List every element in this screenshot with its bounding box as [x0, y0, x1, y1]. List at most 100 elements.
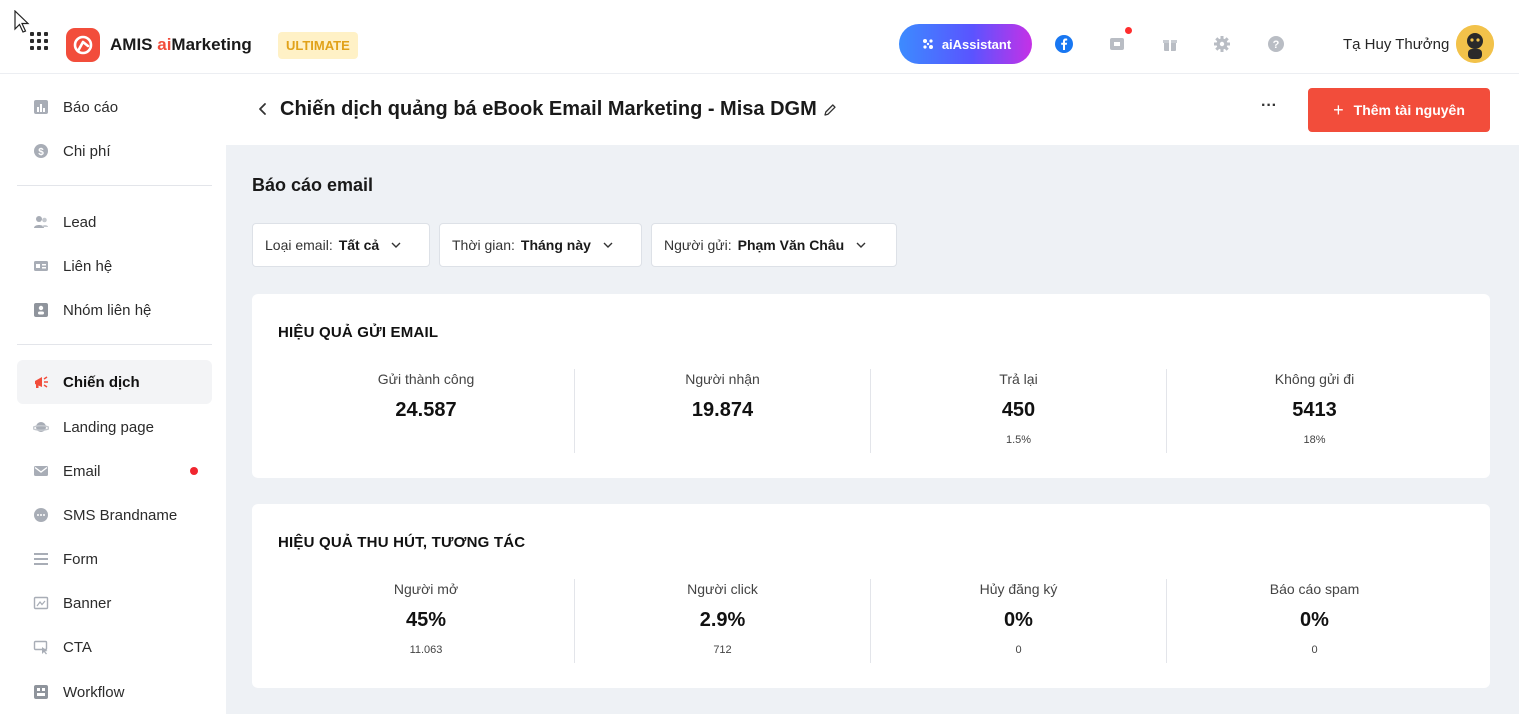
- sidebar-item-lead[interactable]: Lead: [17, 200, 212, 244]
- filter-label: Loại email:: [265, 237, 333, 253]
- metric-value: 5413: [1292, 399, 1337, 421]
- sidebar-item-lien-he[interactable]: Liên hệ: [17, 244, 212, 288]
- planet-icon: [33, 419, 49, 435]
- sidebar-item-landing-page[interactable]: Landing page: [17, 405, 212, 449]
- gear-icon[interactable]: [1212, 34, 1232, 54]
- metric-value: 0%: [1300, 609, 1329, 631]
- contact-group-icon: [33, 302, 49, 318]
- sidebar-item-cta[interactable]: CTA: [17, 625, 212, 669]
- metric-sub: 0: [1311, 644, 1318, 656]
- card-title: HIỆU QUẢ GỬI EMAIL: [278, 324, 439, 341]
- sidebar-item-label: Email: [63, 462, 101, 480]
- metric-label: Người mở: [393, 581, 459, 597]
- sidebar-item-sms-brandname[interactable]: SMS Brandname: [17, 493, 212, 537]
- sidebar-item-workflow[interactable]: Workflow: [17, 670, 212, 714]
- metric-opens: Người mở 45% 11.063: [278, 579, 574, 663]
- edit-pencil-icon[interactable]: [823, 103, 837, 117]
- sidebar-item-label: Form: [63, 550, 98, 568]
- sidebar-item-label: Lead: [63, 213, 97, 231]
- more-options-button[interactable]: ···: [1261, 97, 1277, 114]
- avatar[interactable]: [1456, 25, 1494, 63]
- filter-label: Thời gian:: [452, 237, 515, 253]
- chevron-down-icon: [603, 240, 613, 250]
- filter-time[interactable]: Thời gian: Tháng này: [439, 223, 642, 267]
- filter-email-type[interactable]: Loại email: Tất cả: [252, 223, 430, 267]
- sidebar-item-label: Liên hệ: [63, 257, 113, 275]
- sidebar-item-label: SMS Brandname: [63, 506, 178, 524]
- users-icon: [33, 214, 49, 230]
- sidebar-item-label: CTA: [63, 638, 92, 656]
- sidebar-item-bao-cao[interactable]: Báo cáo: [17, 85, 212, 129]
- sidebar-item-form[interactable]: Form: [17, 537, 212, 581]
- card-title: HIỆU QUẢ THU HÚT, TƯƠNG TÁC: [278, 534, 526, 551]
- sidebar-divider: [17, 344, 212, 345]
- page-title: Chiến dịch quảng bá eBook Email Marketin…: [280, 98, 817, 120]
- notification-badge: [1125, 27, 1132, 34]
- report-content: Báo cáo email Loại email: Tất cả Thời gi…: [226, 145, 1519, 714]
- add-resource-button[interactable]: + Thêm tài nguyên: [1308, 88, 1490, 132]
- back-chevron-icon[interactable]: [256, 101, 270, 117]
- sidebar-item-label: Nhóm liên hệ: [63, 301, 152, 319]
- ai-sparkle-icon: [922, 39, 933, 49]
- metric-label: Người click: [687, 581, 758, 597]
- metric-spam-reports: Báo cáo spam 0% 0: [1166, 579, 1462, 663]
- cta-icon: [33, 639, 49, 655]
- sidebar-item-label: Banner: [63, 594, 112, 612]
- metric-value: 450: [1001, 399, 1036, 421]
- metric-unsubscribes: Hủy đăng ký 0% 0: [870, 579, 1166, 663]
- metric-sent-success: Gửi thành công 24.587: [278, 369, 574, 453]
- megaphone-icon: [33, 374, 49, 390]
- metric-value: 2.9%: [699, 609, 746, 631]
- add-resource-label: Thêm tài nguyên: [1353, 102, 1465, 118]
- help-icon[interactable]: ?: [1266, 34, 1286, 54]
- workflow-icon: [33, 684, 49, 700]
- chat-bubble-icon: [33, 507, 49, 523]
- chevron-down-icon: [856, 240, 866, 250]
- dollar-icon: $: [33, 143, 49, 159]
- metric-label: Hủy đăng ký: [979, 581, 1058, 597]
- chevron-down-icon: [391, 240, 401, 250]
- metric-clicks: Người click 2.9% 712: [574, 579, 870, 663]
- send-performance-card: HIỆU QUẢ GỬI EMAIL Gửi thành công 24.587…: [252, 294, 1490, 478]
- sidebar-item-label: Chi phí: [63, 142, 111, 160]
- svg-text:$: $: [38, 147, 44, 158]
- notification-icon[interactable]: [1107, 34, 1127, 54]
- svg-text:?: ?: [1273, 39, 1280, 51]
- ai-assistant-button[interactable]: aiAssistant: [899, 24, 1032, 64]
- sidebar-divider: [17, 185, 212, 186]
- metric-value: 19.874: [691, 399, 754, 421]
- sidebar-item-label: Chiến dịch: [63, 373, 140, 391]
- sidebar-item-label: Workflow: [63, 683, 125, 701]
- metric-sub: 18%: [1303, 434, 1326, 446]
- metric-recipients: Người nhận 19.874: [574, 369, 870, 453]
- brand-name[interactable]: AMIS aiMarketing: [110, 35, 252, 54]
- metric-label: Người nhận: [685, 371, 760, 387]
- chart-icon: [33, 99, 49, 115]
- sidebar-item-label: Báo cáo: [63, 98, 119, 116]
- brand-logo-icon[interactable]: [66, 28, 100, 62]
- filter-value: Tháng này: [520, 237, 591, 253]
- metric-label: Báo cáo spam: [1269, 581, 1360, 597]
- filter-label: Người gửi:: [664, 237, 732, 253]
- sidebar-item-label: Landing page: [63, 418, 154, 436]
- mail-icon: [33, 463, 49, 479]
- metric-label: Không gửi đi: [1274, 371, 1355, 387]
- filter-sender[interactable]: Người gửi: Phạm Văn Châu: [651, 223, 897, 267]
- sidebar-item-nhom-lien-he[interactable]: Nhóm liên hệ: [17, 288, 212, 332]
- metric-not-sent: Không gửi đi 5413 18%: [1166, 369, 1462, 453]
- metric-value: 24.587: [395, 399, 457, 421]
- metric-sub: 712: [713, 644, 732, 656]
- sidebar-item-email[interactable]: Email: [17, 449, 212, 493]
- form-icon: [33, 551, 49, 567]
- sidebar-item-banner[interactable]: Banner: [17, 581, 212, 625]
- facebook-icon[interactable]: [1054, 34, 1074, 54]
- user-name[interactable]: Tạ Huy Thưởng: [1343, 36, 1450, 53]
- metric-label: Trả lại: [999, 371, 1038, 387]
- sidebar-item-chien-dich[interactable]: Chiến dịch: [17, 360, 212, 404]
- plan-badge: ULTIMATE: [278, 32, 358, 59]
- gift-icon[interactable]: [1160, 34, 1180, 54]
- top-bar: AMIS aiMarketing ULTIMATE aiAssistant ? …: [0, 0, 1519, 74]
- apps-grid-icon[interactable]: [30, 32, 48, 50]
- sidebar-item-chi-phi[interactable]: $ Chi phí: [17, 129, 212, 173]
- metric-sub: 1.5%: [1005, 434, 1032, 446]
